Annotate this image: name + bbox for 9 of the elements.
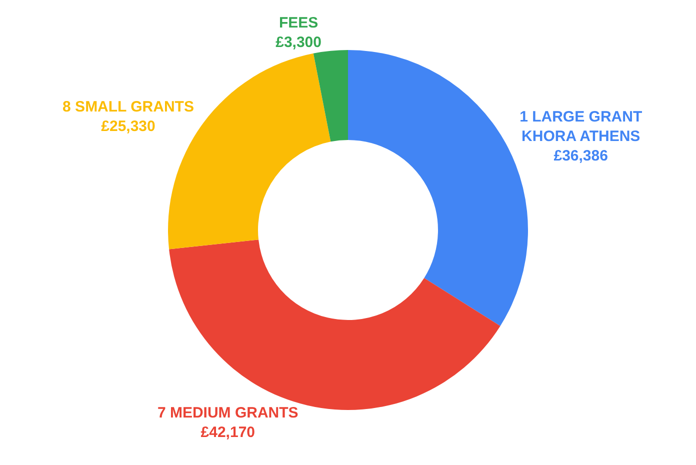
donut-slice <box>313 50 348 142</box>
slice-label: 7 MEDIUM GRANTS <box>157 404 298 422</box>
data-label: £25,330 <box>101 118 156 136</box>
slice-label: 1 LARGE GRANT KHORA ATHENS <box>520 108 642 145</box>
slice-label: FEES <box>278 14 318 32</box>
data-label: £36,386 <box>554 147 608 164</box>
data-label: £42,170 <box>200 424 256 441</box>
slice-label: 8 SMALL GRANTS <box>62 98 194 116</box>
data-label: £3,300 <box>276 34 322 52</box>
